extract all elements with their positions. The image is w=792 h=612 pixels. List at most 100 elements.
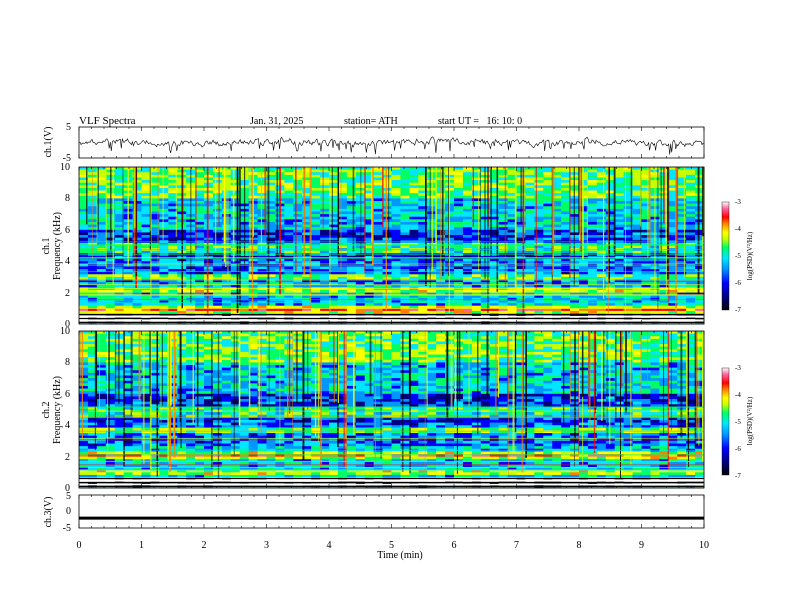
spectrogram-cell	[391, 316, 401, 320]
sferic-streak	[360, 167, 362, 259]
spectrogram-cell	[382, 284, 392, 288]
spectrogram-cell	[311, 316, 321, 320]
spectrogram-cell	[471, 219, 482, 223]
sferic-streak	[586, 167, 588, 252]
spectrogram-cell	[230, 282, 241, 286]
spectrogram-cell	[105, 338, 116, 342]
spectrogram-cell	[373, 303, 383, 307]
spectrogram-cell	[132, 245, 142, 249]
spectrogram-cell	[391, 198, 401, 202]
spectrogram-cell	[293, 276, 303, 280]
spectrogram-cell	[221, 274, 232, 278]
spectrogram-cell	[257, 349, 267, 353]
spectrogram-cell	[596, 235, 607, 239]
spectrogram-cell	[320, 271, 330, 275]
spectrogram-cell	[346, 167, 357, 171]
spectrogram-cell	[400, 344, 410, 348]
spectrogram-cell	[489, 195, 500, 199]
spectrogram-cell	[212, 346, 223, 350]
sferic-streak	[425, 167, 427, 286]
spectrogram-cell	[230, 198, 241, 202]
spectrogram-cell	[587, 341, 598, 345]
spectrogram-cell	[329, 235, 339, 239]
spectrogram-cell	[427, 346, 437, 350]
spectrogram-cell	[337, 303, 348, 307]
spectrogram-cell	[489, 201, 500, 205]
spectrogram-cell	[552, 211, 562, 215]
spectrogram-cell	[329, 232, 339, 236]
spectrogram-cell	[212, 308, 223, 312]
spectrogram-cell	[686, 169, 696, 173]
spectrogram-cell	[114, 269, 125, 273]
spectrogram-cell	[534, 295, 544, 299]
spectrogram-cell	[543, 182, 553, 186]
spectrogram-cell	[677, 284, 687, 288]
spectrogram-cell	[489, 308, 500, 312]
spectrogram-cell	[329, 211, 339, 215]
spectrogram-cell	[204, 310, 214, 314]
spectrogram-cell	[525, 235, 535, 239]
spectrogram-cell	[364, 245, 375, 249]
spectrogram-cell	[96, 261, 107, 265]
spectrogram-cell	[543, 211, 553, 215]
spectrogram-cell	[87, 331, 98, 335]
spectrogram-cell	[552, 261, 562, 265]
spectrogram-cell	[204, 190, 214, 194]
spectrogram-cell	[204, 245, 214, 249]
spectrogram-cell	[427, 289, 437, 293]
spectrogram-cell	[168, 221, 178, 225]
spectrogram-cell	[212, 305, 223, 309]
spectrogram-cell	[337, 211, 348, 215]
spectrogram-cell	[587, 271, 598, 275]
spectrogram-cell	[257, 316, 267, 320]
spectrogram-cell	[561, 333, 571, 337]
spectrogram-cell	[400, 261, 410, 265]
spectrogram-cell	[498, 190, 508, 194]
spectrogram-cell	[677, 250, 687, 254]
spectrogram-cell	[337, 284, 348, 288]
spectrogram-cell	[409, 250, 419, 254]
spectrogram-cell	[177, 346, 187, 350]
spectrogram-cell	[561, 349, 571, 353]
spectrogram-cell	[382, 274, 392, 278]
spectrogram-cell	[462, 214, 473, 218]
spectrogram-cell	[79, 266, 89, 270]
spectrogram-cell	[596, 214, 607, 218]
spectrogram-cell	[525, 269, 535, 273]
spectrogram-cell	[266, 266, 276, 270]
spectrogram-cell	[266, 313, 276, 317]
spectrogram-cell	[123, 308, 133, 312]
spectrogram-cell	[695, 338, 705, 342]
spectrogram-cell	[668, 300, 678, 304]
spectrogram-cell	[516, 245, 526, 249]
spectrogram-cell	[337, 331, 348, 335]
spectrogram-cell	[418, 300, 428, 304]
spectrogram-cell	[516, 310, 526, 314]
spectrogram-cell	[293, 172, 303, 176]
spectrogram-cell	[293, 333, 303, 337]
spectrogram-cell	[614, 258, 625, 262]
spectrogram-cell	[114, 211, 125, 215]
spectrogram-cell	[96, 187, 107, 191]
spectrogram-cell	[204, 266, 214, 270]
spectrogram-cell	[364, 331, 375, 335]
spectrogram-cell	[230, 232, 241, 236]
spectrogram-cell	[329, 221, 339, 225]
spectrogram-cell	[248, 341, 258, 345]
spectrogram-cell	[543, 185, 553, 189]
spectrogram-cell	[373, 167, 383, 171]
spectrogram-cell	[114, 221, 125, 225]
spectrogram-cell	[596, 305, 607, 309]
spectrogram-cell	[686, 237, 696, 241]
spectrogram-cell	[409, 282, 419, 286]
spectrogram-cell	[373, 182, 383, 186]
spectrogram-cell	[302, 193, 312, 197]
spectrogram-cell	[614, 232, 625, 236]
spectrogram-cell	[364, 295, 375, 299]
spectrogram-cell	[534, 174, 544, 178]
spectrogram-cell	[204, 174, 214, 178]
spectrogram-cell	[632, 338, 642, 342]
spectrogram-cell	[284, 172, 294, 176]
spectrogram-cell	[605, 313, 616, 317]
spectrogram-cell	[346, 266, 357, 270]
